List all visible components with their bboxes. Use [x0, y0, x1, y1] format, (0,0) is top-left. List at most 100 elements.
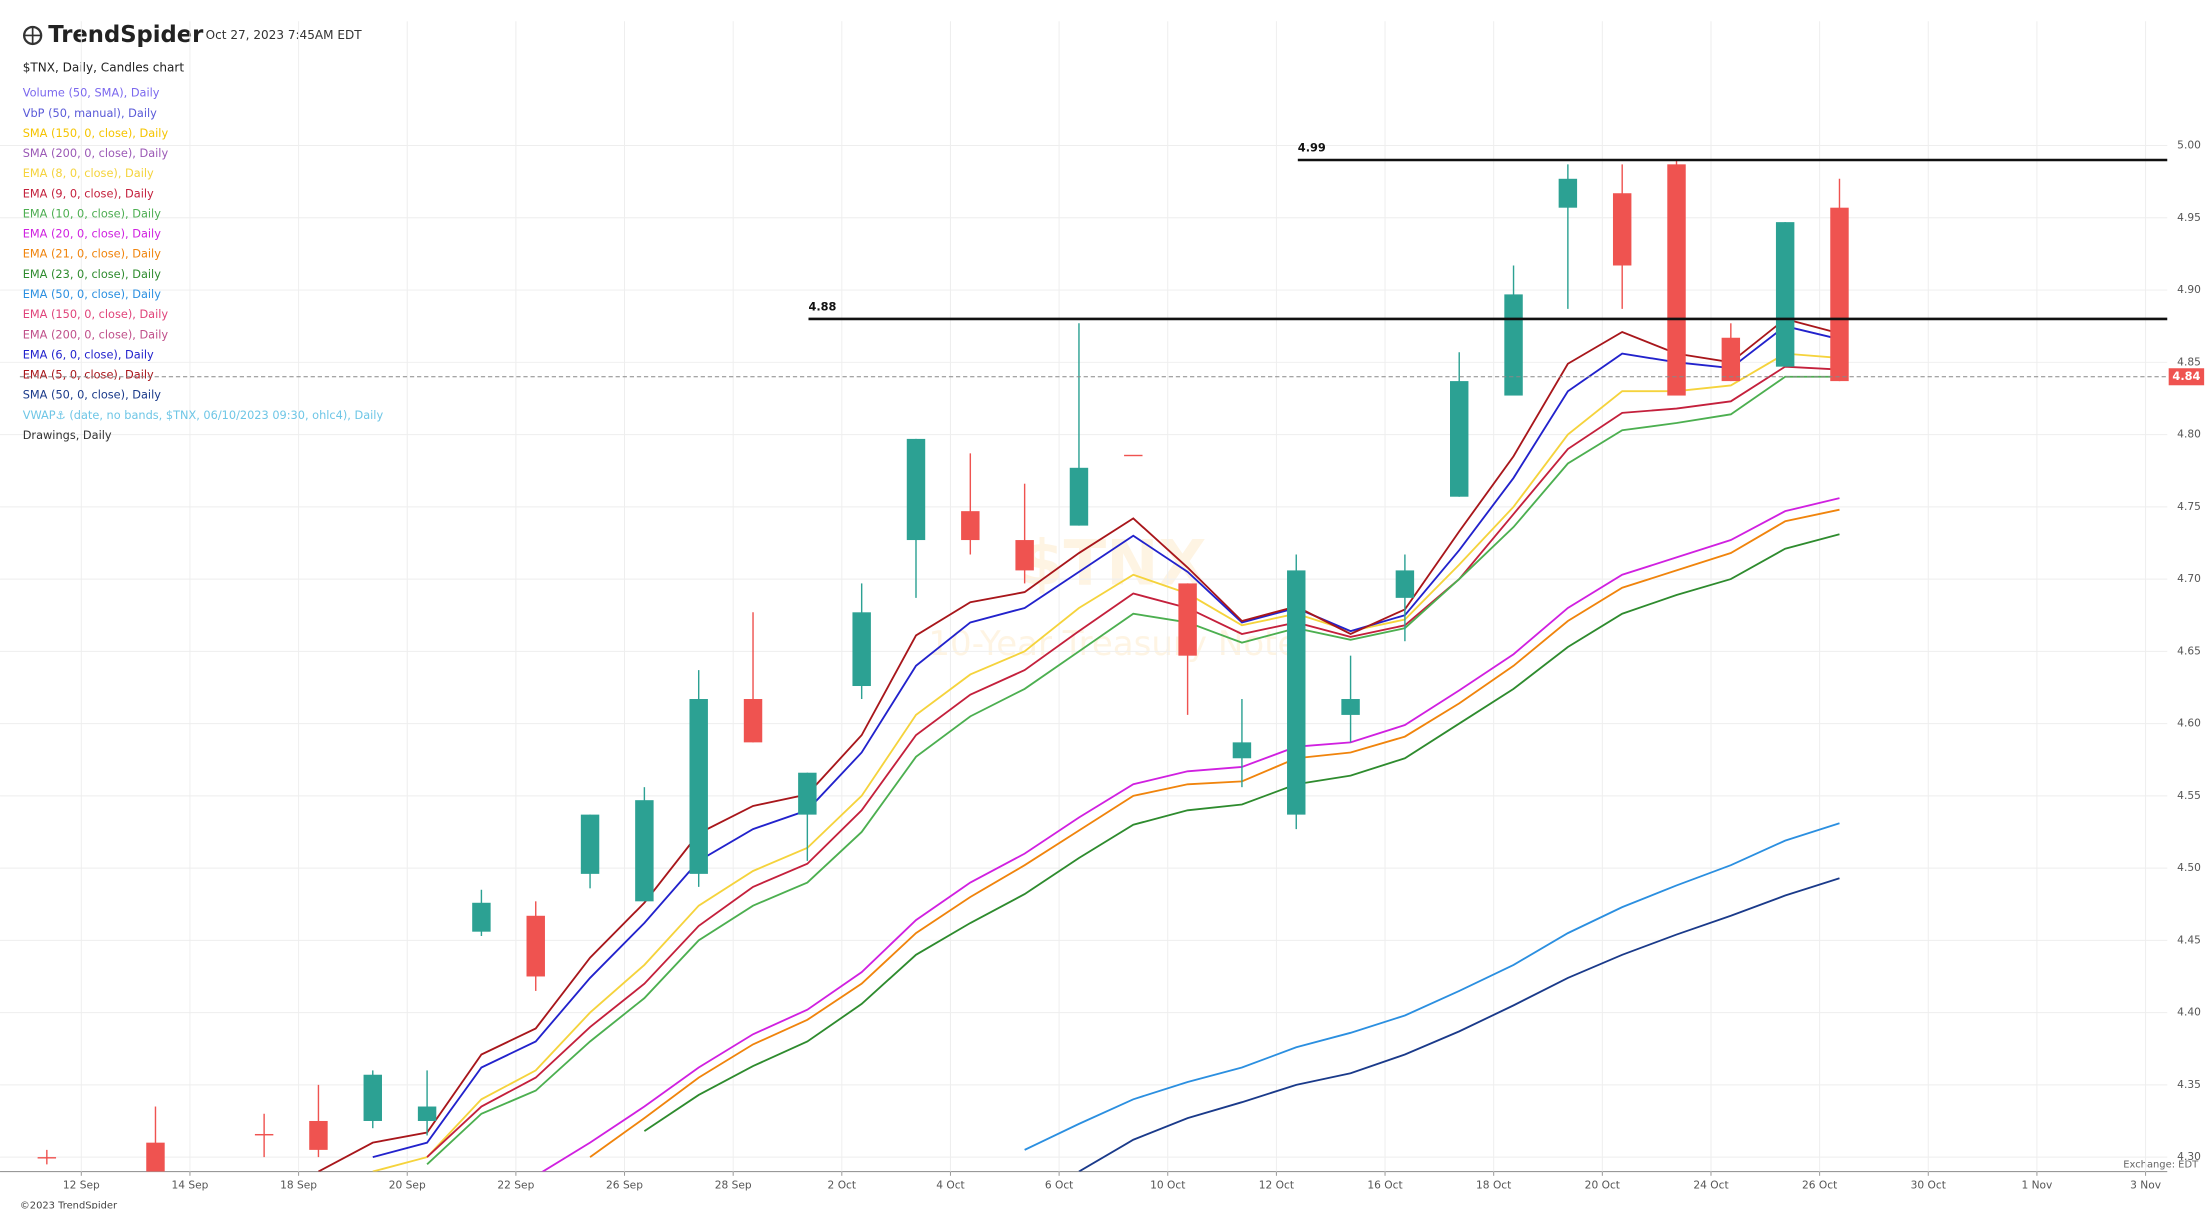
- indicator-line: [643, 533, 1840, 1132]
- x-tick-label: 26 Sep: [606, 1179, 643, 1192]
- x-tick-label: 12 Sep: [63, 1179, 100, 1192]
- level-label: 4.88: [808, 300, 836, 314]
- legend-entry: SMA (200, 0, close), Daily: [23, 146, 169, 160]
- candle-body: [363, 1074, 382, 1121]
- candle-body: [798, 772, 817, 815]
- copyright: ©2023 TrendSpider: [20, 1201, 118, 1209]
- y-tick-label: 4.35: [2177, 1078, 2201, 1091]
- indicator-line: [589, 508, 1840, 1158]
- y-tick-label: 4.75: [2177, 500, 2201, 513]
- legend-entry: EMA (23, 0, close), Daily: [23, 267, 161, 281]
- legend-entry: EMA (150, 0, close), Daily: [23, 307, 169, 321]
- y-tick-label: 5.00: [2177, 139, 2201, 152]
- indicator-line: [1078, 877, 1840, 1172]
- indicator-line: [1024, 822, 1840, 1151]
- brand: TrendSpider: [48, 22, 204, 48]
- y-tick-label: 4.70: [2177, 572, 2201, 585]
- candle-body: [526, 915, 545, 977]
- legend-entry: EMA (10, 0, close), Daily: [23, 206, 161, 220]
- legend-entry: EMA (200, 0, close), Daily: [23, 327, 169, 341]
- candle-body: [472, 902, 491, 932]
- candle-body: [1450, 381, 1469, 497]
- legend-entry: Volume (50, SMA), Daily: [23, 86, 160, 100]
- level-label: 4.99: [1298, 141, 1326, 155]
- candle-body: [689, 699, 708, 874]
- candle-body: [1558, 178, 1578, 208]
- x-tick-label: 3 Nov: [2130, 1179, 2161, 1192]
- y-tick-label: 4.90: [2177, 283, 2201, 296]
- x-tick-label: 16 Oct: [1367, 1179, 1402, 1192]
- y-tick-label: 4.45: [2177, 933, 2201, 946]
- watermark-subtitle: 10-Year Treasury Note: [928, 624, 1298, 664]
- candle-body: [37, 1157, 57, 1159]
- legend-entry: SMA (150, 0, close), Daily: [23, 126, 169, 140]
- candle-body: [417, 1106, 437, 1121]
- candle-body: [254, 1133, 274, 1136]
- x-tick-label: 18 Sep: [280, 1179, 317, 1192]
- indicator-line: [318, 317, 1840, 1172]
- candle-body: [1612, 193, 1632, 266]
- x-tick-label: 22 Sep: [497, 1179, 534, 1192]
- candle-body: [1015, 540, 1034, 571]
- y-tick-label: 4.55: [2177, 789, 2201, 802]
- x-tick-label: 26 Oct: [1802, 1179, 1837, 1192]
- logo-icon: [23, 25, 43, 46]
- candle-body: [1124, 454, 1143, 457]
- x-tick-label: 10 Oct: [1150, 1179, 1185, 1192]
- x-tick-label: 1 Nov: [2021, 1179, 2052, 1192]
- indicator-line: [426, 375, 1840, 1166]
- y-tick-label: 4.95: [2177, 211, 2201, 224]
- indicator-line: [372, 352, 1840, 1172]
- x-tick-label: 4 Oct: [936, 1179, 965, 1192]
- x-tick-label: 28 Sep: [715, 1179, 752, 1192]
- x-tick-label: 12 Oct: [1259, 1179, 1294, 1192]
- indicator-line: [541, 497, 1840, 1172]
- candle-body: [1775, 222, 1795, 367]
- timestamp: Oct 27, 2023 7:45AM EDT: [206, 28, 363, 42]
- legend-entry: SMA (50, 0, close), Daily: [23, 388, 162, 402]
- legend-entry: EMA (8, 0, close), Daily: [23, 166, 154, 180]
- candle-body: [961, 511, 980, 541]
- y-tick-label: 4.40: [2177, 1006, 2201, 1019]
- candle-body: [1667, 164, 1686, 396]
- x-tick-label: 24 Oct: [1693, 1179, 1728, 1192]
- last-price-label: 4.84: [2172, 369, 2200, 383]
- y-tick-label: 4.65: [2177, 644, 2201, 657]
- y-tick-label: 4.85: [2177, 355, 2201, 368]
- candle-body: [1287, 570, 1306, 815]
- x-tick-label: 14 Sep: [171, 1179, 208, 1192]
- plot-area: [37, 160, 1849, 1172]
- candle-body: [1341, 699, 1360, 715]
- y-tick-label: 4.60: [2177, 717, 2201, 730]
- candle-body: [309, 1120, 328, 1150]
- candle-body: [146, 1142, 165, 1172]
- candle-body: [906, 438, 926, 541]
- legend-entry: EMA (5, 0, close), Daily: [23, 368, 154, 382]
- chart-title: $TNX, Daily, Candles chart: [23, 61, 185, 75]
- x-tick-label: 2 Oct: [828, 1179, 857, 1192]
- candle-body: [1504, 294, 1523, 396]
- indicator-line: [426, 365, 1840, 1158]
- candle-body: [1395, 570, 1415, 598]
- x-tick-label: 6 Oct: [1045, 1179, 1074, 1192]
- y-tick-label: 4.80: [2177, 428, 2201, 441]
- exchange: Exchange: EDT: [2123, 1159, 2199, 1170]
- legend-entry: EMA (20, 0, close), Daily: [23, 227, 161, 241]
- candle-body: [1232, 742, 1252, 759]
- candle-body: [743, 699, 763, 743]
- legend-entry: VWAP⚓ (date, no bands, $TNX, 06/10/2023 …: [23, 408, 384, 422]
- indicator-line: [372, 325, 1840, 1158]
- y-tick-label: 4.50: [2177, 861, 2201, 874]
- candle-body: [1721, 337, 1741, 382]
- candle-body: [1178, 583, 1197, 656]
- x-tick-label: 18 Oct: [1476, 1179, 1511, 1192]
- candle-body: [1830, 207, 1849, 382]
- legend-entry: VbP (50, manual), Daily: [23, 106, 157, 120]
- legend-entry: EMA (6, 0, close), Daily: [23, 347, 154, 361]
- y-tick-label: 4.30: [2177, 1150, 2201, 1163]
- legend-entry: EMA (9, 0, close), Daily: [23, 186, 154, 200]
- candle-body: [852, 612, 871, 687]
- last-price-tag: [2168, 368, 2205, 386]
- legend-entry: EMA (21, 0, close), Daily: [23, 247, 161, 261]
